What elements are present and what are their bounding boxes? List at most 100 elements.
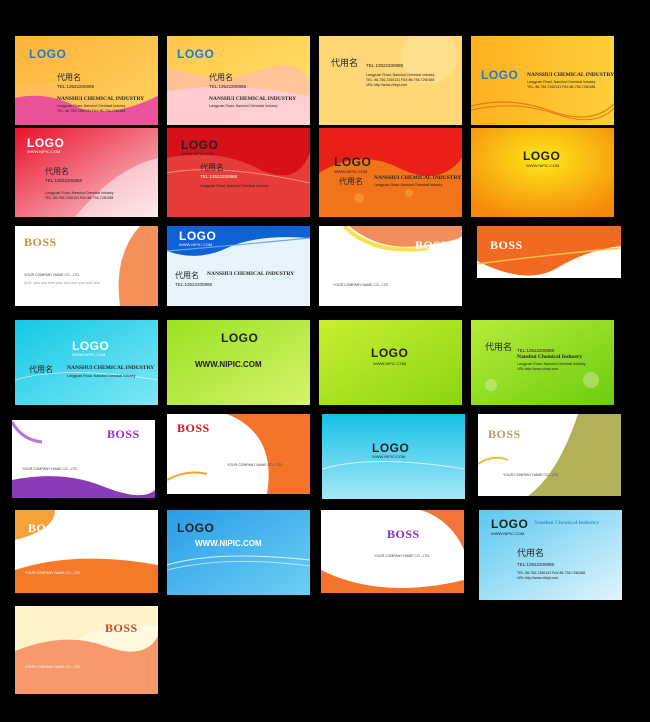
card-background — [167, 128, 310, 217]
tel-text: TEL:13522200888 — [57, 84, 95, 89]
card-background — [319, 128, 462, 217]
business-card-24[interactable]: LOGO WWW.NIPIC.COM Nanshui Chemical Indu… — [479, 510, 622, 600]
address-text: Langyuan Road, Nanshui Chemical Industry — [200, 184, 269, 188]
email-text: URL:http://www.zhbpt.com — [366, 83, 408, 87]
business-card-15[interactable]: LOGO WWW.NIPIC.COM — [319, 320, 462, 405]
tel-text: TEL:13522200888 — [517, 348, 555, 353]
business-card-6[interactable]: LOGO WWW.NIPIC.COM 代用名 TEL:13522200888 L… — [167, 128, 310, 217]
url-text: WWW.NIPIC.COM — [179, 242, 213, 247]
card-background — [15, 606, 158, 694]
business-card-11[interactable]: BOSS YOUR COMPANY NAME CO., LTD. — [319, 226, 462, 306]
url-text: WWW.NIPIC.COM — [372, 454, 406, 459]
business-card-13[interactable]: LOGO WWW.NIPIC.COM 代用名 NANSHUI CHEMICAL … — [15, 320, 158, 405]
business-card-10[interactable]: LOGO WWW.NIPIC.COM 代用名 NANSHUI CHEMICAL … — [167, 226, 310, 306]
address-text: Langyuan Road, Nanshui Chemical Industry — [527, 80, 596, 84]
card-background — [471, 36, 614, 125]
card-background — [15, 510, 158, 593]
card-background — [167, 226, 310, 306]
boss-text: BOSS — [415, 238, 448, 252]
url-text: WWW.NIPIC.COM — [181, 151, 215, 156]
company-text: NANSHUI CHEMICAL INDUSTRY — [207, 271, 295, 277]
tel-text: TEL:13522200888 — [209, 84, 247, 89]
logo-text: LOGO — [491, 517, 529, 531]
boss-text: BOSS — [28, 521, 61, 535]
fax-text: TEL: 86-756-7260131 FAX:86-756-7260188 — [57, 109, 126, 113]
business-card-23[interactable]: BOSS YOUR COMPANY NAME CO., LTD. — [321, 510, 464, 593]
company-text: Nanshui Chemical Industry — [534, 520, 600, 526]
filler-text: ADD: your add here your add here your ad… — [24, 281, 101, 285]
business-card-19[interactable]: LOGO WWW.NIPIC.COM — [322, 414, 465, 499]
boss-text: BOSS — [105, 621, 138, 635]
card-background — [479, 510, 622, 600]
email-text: URL:http://www.zhbpt.com — [517, 367, 559, 371]
logo-text: LOGO — [72, 339, 110, 353]
fax-text: TEL: 86-756-7260131 FAX:86-756-7260188 — [45, 196, 114, 200]
logo-text: LOGO — [29, 47, 67, 61]
logo-text: LOGO — [481, 68, 519, 82]
company-text: NANSHUI CHEMICAL INDUSTRY — [67, 365, 155, 371]
logo-text: LOGO — [372, 441, 410, 455]
tel-text: TEL:13522200888 — [366, 63, 404, 68]
business-card-20[interactable]: BOSS YOUR COMPANY NAME CO., LTD. — [478, 414, 621, 496]
card-background — [319, 226, 462, 306]
name-text: 代用名 — [209, 73, 233, 82]
business-card-2[interactable]: LOGO 代用名 TEL:13522200888 NANSHUI CHEMICA… — [167, 36, 310, 125]
url-text: WWW.NIPIC.COM — [195, 360, 262, 369]
boss-text: BOSS — [488, 427, 521, 441]
tel-text: TEL:13522200888 — [517, 562, 555, 567]
company-text: YOUR COMPANY NAME CO., LTD. — [374, 554, 431, 558]
company-text: YOUR COMPANY NAME CO., LTD. — [24, 273, 81, 277]
address-text: Langyuan Road, Nanshui Chemical Industry — [374, 183, 443, 187]
business-card-9[interactable]: BOSS YOUR COMPANY NAME CO., LTD. ADD: yo… — [15, 226, 158, 306]
logo-text: LOGO — [334, 155, 372, 169]
card-background — [15, 320, 158, 405]
business-card-1[interactable]: LOGO 代用名 TEL:13522200888 NANSHUI CHEMICA… — [15, 36, 158, 125]
card-background — [319, 320, 462, 405]
business-card-3[interactable]: 代用名 TEL:13522200888 Langyuan Road, Nansh… — [319, 36, 462, 125]
fax-text: TEL: 86-756-7260131 FAX:86-756-7260188 — [517, 571, 586, 575]
logo-text: LOGO — [177, 47, 215, 61]
company-text: Nanshui Chemical Industry — [517, 354, 583, 360]
company-text: NANSHUI CHEMICAL INDUSTRY — [527, 72, 614, 78]
name-text: 代用名 — [175, 271, 199, 280]
business-card-18[interactable]: BOSS YOUR COMPANY NAME CO., LTD. — [167, 414, 310, 494]
business-card-7[interactable]: LOGO WWW.NIPIC.COM 代用名 NANSHUI CHEMICAL … — [319, 128, 462, 217]
name-text: 代用名 — [29, 365, 53, 374]
boss-text: BOSS — [387, 527, 420, 541]
card-background — [167, 320, 310, 405]
url-text: WWW.NIPIC.COM — [27, 149, 61, 154]
name-text: 代用名 — [517, 549, 545, 559]
logo-text: LOGO — [181, 138, 219, 152]
business-card-4[interactable]: LOGO NANSHUI CHEMICAL INDUSTRY Langyuan … — [471, 36, 614, 125]
logo-text: LOGO — [177, 521, 215, 535]
name-text: 代用名 — [331, 59, 359, 69]
business-card-21[interactable]: BOSS YOUR COMPANY NAME CO., LTD. — [15, 510, 158, 593]
tel-text: TEL:13522200888 — [45, 178, 83, 183]
business-card-16[interactable]: 代用名 TEL:13522200888 Nanshui Chemical Ind… — [471, 320, 614, 405]
company-text: YOUR COMPANY NAME CO., LTD. — [22, 467, 79, 471]
company-text: YOUR COMPANY NAME CO., LTD. — [25, 665, 82, 669]
business-card-8[interactable]: LOGO WWW.NIPIC.COM — [471, 128, 614, 217]
name-text: 代用名 — [339, 177, 363, 186]
company-text: NANSHUI CHEMICAL INDUSTRY — [374, 175, 462, 181]
card-background — [319, 36, 462, 125]
name-text: 代用名 — [485, 343, 513, 353]
business-card-5[interactable]: LOGO WWW.NIPIC.COM 代用名 TEL:13522200888 L… — [15, 128, 158, 217]
business-card-17[interactable]: BOSS YOUR COMPANY NAME CO., LTD. — [12, 420, 155, 498]
boss-text: BOSS — [107, 427, 140, 441]
business-card-14[interactable]: LOGO WWW.NIPIC.COM — [167, 320, 310, 405]
card-background — [471, 320, 614, 405]
card-background — [167, 510, 310, 595]
address-text: Langyuan Road, Nanshui Chemical Industry — [57, 104, 126, 108]
logo-text: LOGO — [179, 229, 217, 243]
card-background — [167, 414, 310, 494]
business-card-25[interactable]: BOSS YOUR COMPANY NAME CO., LTD. — [15, 606, 158, 694]
business-card-22[interactable]: LOGO WWW.NIPIC.COM — [167, 510, 310, 595]
business-card-12[interactable]: BOSS — [477, 226, 621, 278]
url-text: WWW.NIPIC.COM — [334, 169, 368, 174]
card-background — [15, 36, 158, 125]
company-text: YOUR COMPANY NAME CO., LTD. — [503, 473, 560, 477]
url-text: WWW.NIPIC.COM — [491, 531, 525, 536]
url-text: WWW.NIPIC.COM — [373, 361, 407, 366]
company-text: YOUR COMPANY NAME CO., LTD. — [25, 571, 82, 575]
